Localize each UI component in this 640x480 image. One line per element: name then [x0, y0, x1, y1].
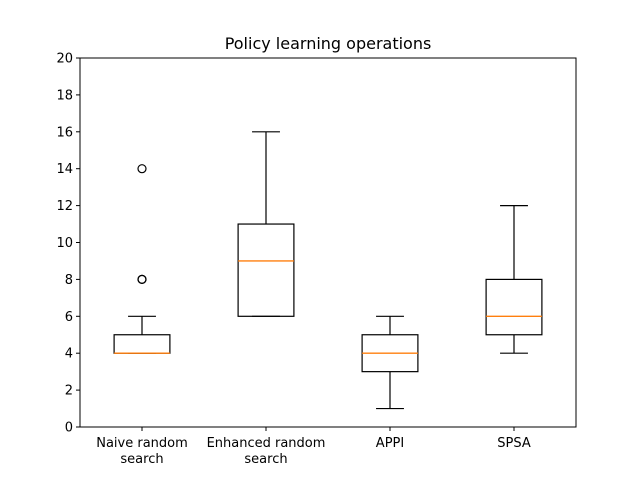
outlier-point: [137, 164, 147, 174]
box-group: [113, 164, 171, 354]
y-tick-label: 6: [65, 310, 73, 325]
y-axis: 0 2 4 6 8 10 12 14 16 18 20: [56, 52, 80, 436]
box-iqr: [485, 278, 543, 336]
y-tick-label: 12: [56, 199, 73, 214]
box-group: [237, 131, 295, 317]
x-tick-label: SPSA: [497, 436, 531, 451]
x-axis: Naive random search Enhanced random search A…: [96, 427, 531, 467]
box-group: [485, 205, 543, 354]
x-tick-label: Naive random search: [96, 436, 188, 467]
y-tick-label: 20: [56, 52, 73, 67]
y-tick-label: 0: [65, 421, 73, 436]
box-iqr: [237, 223, 295, 317]
boxes: [113, 131, 543, 410]
x-tick-label: APPI: [376, 436, 404, 451]
chart-title: Policy learning operations: [225, 34, 432, 53]
y-tick-label: 16: [56, 125, 73, 140]
plot-frame: [79, 57, 577, 428]
box-iqr: [113, 334, 171, 354]
y-tick-label: 2: [65, 384, 73, 399]
outlier-point: [137, 274, 147, 284]
y-tick-label: 14: [56, 162, 73, 177]
x-tick-label: Enhanced random search: [207, 436, 326, 467]
box-group: [361, 315, 419, 410]
y-tick-label: 10: [56, 236, 73, 251]
y-tick-label: 4: [65, 347, 73, 362]
y-tick-label: 8: [65, 273, 73, 288]
y-tick-label: 18: [56, 88, 73, 103]
